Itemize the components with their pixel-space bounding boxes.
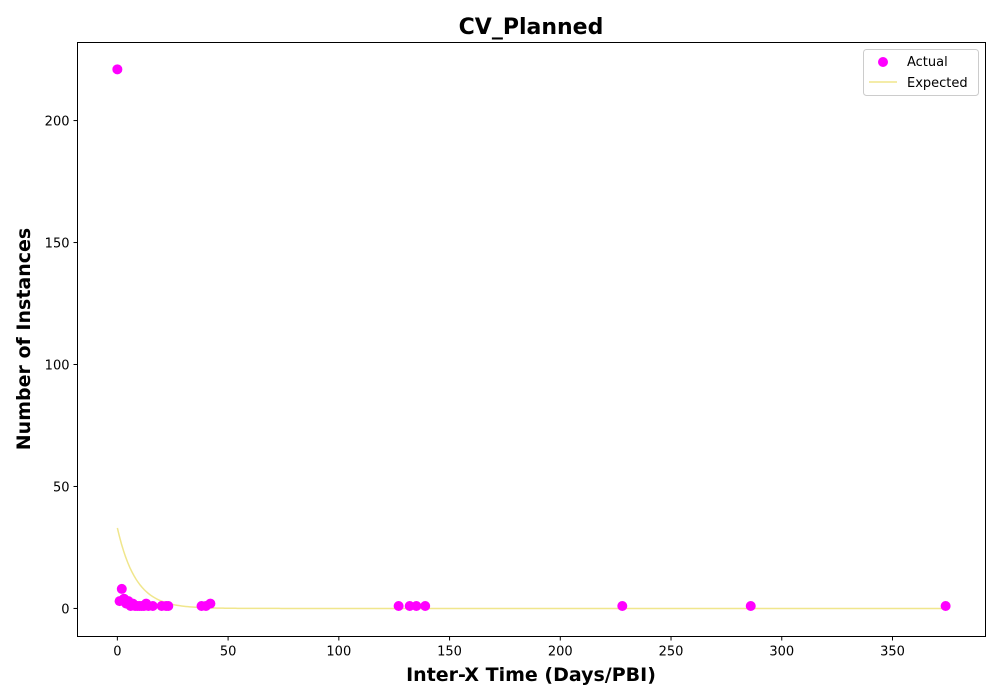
actual-point bbox=[411, 601, 422, 612]
actual-point bbox=[393, 601, 404, 612]
actual-point bbox=[147, 601, 158, 612]
legend-actual-marker bbox=[878, 57, 888, 67]
x-tick-label: 100 bbox=[326, 645, 351, 660]
x-axis-ticks: 0 50 100 150 200 250 300 350 bbox=[113, 636, 905, 660]
x-tick-label: 350 bbox=[880, 645, 905, 660]
plot-frame bbox=[77, 42, 986, 637]
actual-point bbox=[205, 598, 216, 609]
actual-point bbox=[420, 601, 431, 612]
y-tick-label: 200 bbox=[45, 115, 70, 130]
y-tick-label: 50 bbox=[53, 480, 70, 495]
y-axis-label: Number of Instances bbox=[13, 228, 35, 450]
y-tick-label: 0 bbox=[61, 602, 69, 617]
y-axis-ticks: 0 50 100 150 200 bbox=[45, 115, 78, 617]
expected-line bbox=[116, 527, 946, 610]
legend-actual-label: Actual bbox=[907, 55, 948, 70]
x-tick-label: 150 bbox=[437, 645, 462, 660]
series-layer bbox=[112, 64, 951, 612]
actual-point bbox=[112, 64, 123, 75]
actual-point bbox=[617, 601, 628, 612]
x-tick-label: 50 bbox=[220, 645, 237, 660]
actual-point bbox=[745, 601, 756, 612]
x-tick-label: 200 bbox=[548, 645, 573, 660]
legend-box bbox=[863, 49, 979, 96]
actual-point bbox=[116, 583, 127, 594]
x-tick-label: 300 bbox=[769, 645, 794, 660]
y-tick-label: 100 bbox=[45, 359, 70, 374]
x-tick-label: 0 bbox=[113, 645, 121, 660]
x-tick-label: 250 bbox=[659, 645, 684, 660]
x-axis-label: Inter-X Time (Days/PBI) bbox=[406, 664, 656, 686]
y-tick-label: 150 bbox=[45, 237, 70, 252]
chart-title: CV_Planned bbox=[459, 15, 604, 40]
plot-area bbox=[77, 42, 986, 637]
legend-expected-label: Expected bbox=[907, 76, 968, 91]
legend: Actual Expected bbox=[863, 49, 979, 96]
plot-background bbox=[77, 42, 986, 637]
actual-point bbox=[940, 601, 951, 612]
actual-point bbox=[163, 601, 174, 612]
